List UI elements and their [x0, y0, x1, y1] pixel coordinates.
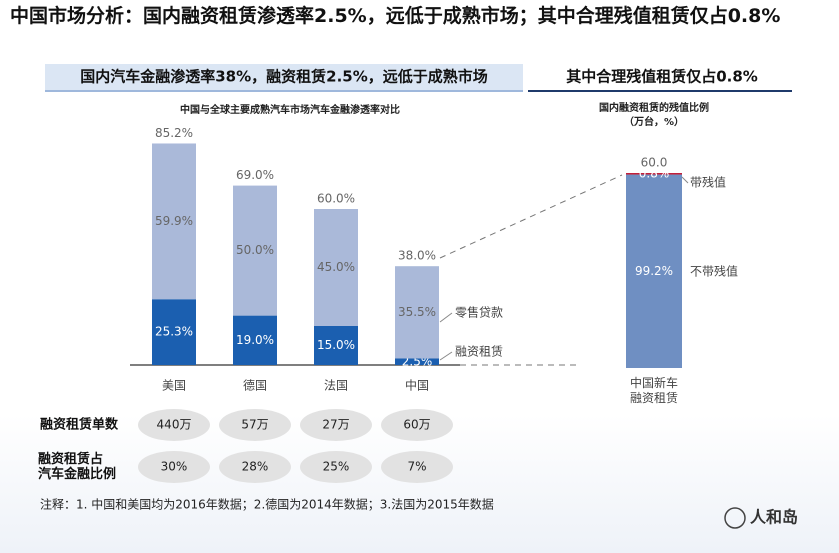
x-tick-label: 法国: [324, 379, 348, 393]
bar-segment: [395, 266, 439, 359]
table-cell: 27万: [322, 418, 349, 432]
total-label: 69.0%: [236, 168, 274, 182]
total-label: 60.0: [641, 156, 668, 170]
total-label: 60.0%: [317, 192, 355, 206]
table-cell: 7%: [407, 460, 426, 474]
series-label: 不带残值: [690, 264, 738, 279]
connector: [439, 174, 623, 259]
series-label: 带残值: [690, 175, 726, 190]
total-label: 38.0%: [398, 249, 436, 263]
watermark-icon: [724, 507, 746, 529]
data-label: 35.5%: [398, 305, 436, 319]
data-label: 19.0%: [236, 333, 274, 347]
bar-segment: [152, 299, 196, 365]
chart-title: 国内融资租赁的残值比例: [599, 101, 709, 114]
leader-line: [681, 176, 689, 184]
x-tick-label: 中国新车 融资租赁: [629, 376, 678, 405]
bar-segment: [152, 143, 196, 300]
table-cell: 30%: [161, 460, 188, 474]
section-header: 国内汽车金融渗透率38%，融资租赁2.5%，远低于成熟市场: [80, 68, 488, 86]
table-cell-bg: [381, 451, 453, 483]
bar-segment: [626, 173, 682, 175]
chart-title: 中国与全球主要成熟汽车市场汽车金融渗透率对比: [180, 103, 400, 116]
table-cell-bg: [138, 409, 210, 441]
table-cell: 28%: [242, 460, 269, 474]
data-label: 50.0%: [236, 243, 274, 257]
table-cell-bg: [138, 451, 210, 483]
data-label: 0.8%: [639, 166, 670, 180]
table-cell-bg: [300, 409, 372, 441]
series-label: 零售贷款: [455, 305, 503, 320]
table-cell-bg: [300, 451, 372, 483]
section-header: 其中合理残值租赁仅占0.8%: [566, 68, 758, 86]
data-label: 15.0%: [317, 338, 355, 352]
table-cell: 440万: [157, 418, 192, 432]
table-cell-bg: [381, 409, 453, 441]
series-label: 融资租赁: [455, 345, 503, 359]
data-label: 45.0%: [317, 260, 355, 274]
bar-segment: [314, 209, 358, 326]
x-tick-label: 德国: [243, 378, 267, 393]
watermark: 人和岛: [750, 508, 798, 527]
table-cell: 60万: [403, 418, 430, 432]
table-cell: 25%: [323, 460, 350, 474]
bar-segment: [626, 174, 682, 368]
bar-segment: [314, 326, 358, 365]
bar-segment: [233, 315, 277, 365]
data-label: 25.3%: [155, 325, 193, 339]
leader-line: [439, 351, 453, 361]
table-cell: 57万: [241, 418, 268, 432]
data-label: 59.9%: [155, 214, 193, 228]
data-label: 99.2%: [635, 264, 673, 278]
x-tick-label: 中国: [405, 378, 429, 393]
header-band: [45, 64, 523, 90]
x-tick-label: 美国: [162, 379, 186, 393]
table-cell-bg: [219, 451, 291, 483]
bar-segment: [233, 185, 277, 316]
row-label: 融资租赁占 汽车金融比例: [38, 452, 117, 482]
leader-line: [439, 312, 453, 323]
table-cell-bg: [219, 409, 291, 441]
row-label: 融资租赁单数: [40, 417, 119, 433]
total-label: 85.2%: [155, 126, 193, 140]
chart-subtitle: （万台，%）: [624, 115, 684, 128]
footnote: 注释：1. 中国和美国均为2016年数据；2.德国为2014年数据；3.法国为2…: [40, 497, 494, 512]
bar-segment: [395, 358, 439, 365]
main-title: 中国市场分析：国内融资租赁渗透率2.5%，远低于成熟市场；其中合理残值租赁仅占0…: [10, 5, 781, 27]
